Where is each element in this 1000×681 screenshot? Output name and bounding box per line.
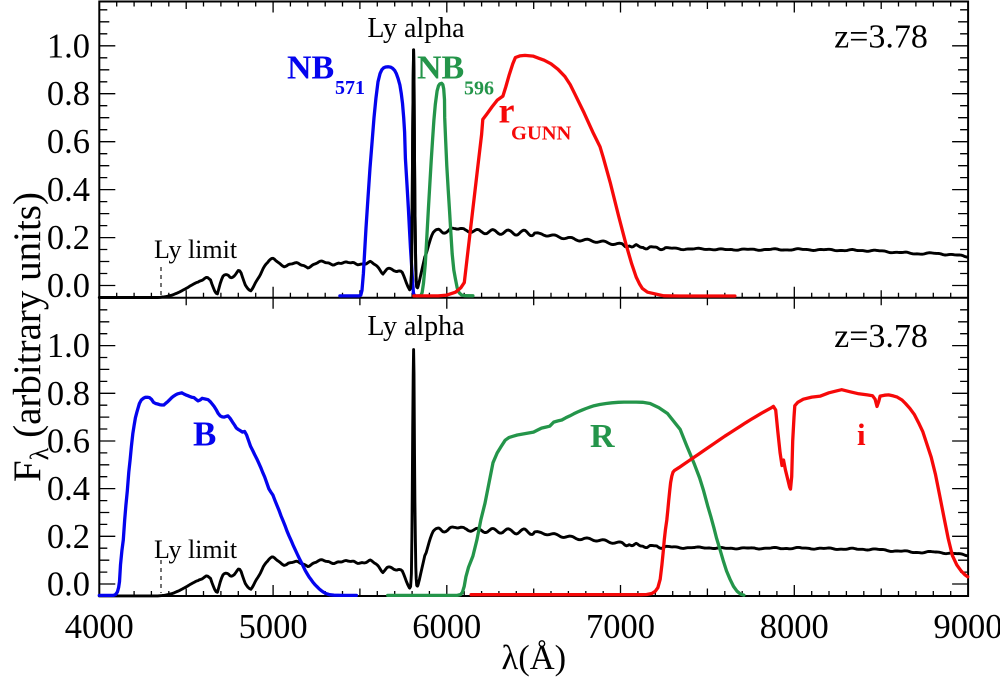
svg-text:NB: NB [417, 50, 464, 87]
svg-text:B: B [193, 415, 216, 454]
svg-text:0.0: 0.0 [47, 267, 90, 305]
svg-text:Ly limit: Ly limit [154, 535, 238, 564]
svg-text:r: r [499, 91, 515, 131]
svg-text:0.8: 0.8 [47, 75, 90, 113]
svg-text:Ly alpha: Ly alpha [367, 13, 465, 44]
svg-text:0.4: 0.4 [47, 171, 90, 209]
svg-text:0.2: 0.2 [47, 219, 90, 257]
svg-text:R: R [590, 418, 615, 455]
svg-text:NB: NB [287, 50, 334, 87]
svg-text:λ(Å): λ(Å) [501, 639, 566, 677]
svg-text:z=3.78: z=3.78 [834, 19, 928, 56]
svg-text:Fλ (arbitrary units): Fλ (arbitrary units) [6, 192, 54, 482]
svg-text:9000: 9000 [934, 608, 1000, 646]
svg-text:0.6: 0.6 [47, 423, 90, 461]
svg-text:Ly alpha: Ly alpha [367, 311, 465, 342]
svg-text:i: i [857, 417, 866, 452]
svg-text:8000: 8000 [760, 608, 829, 646]
svg-text:571: 571 [335, 77, 365, 99]
svg-text:z=3.78: z=3.78 [834, 318, 928, 355]
svg-text:0.4: 0.4 [47, 470, 90, 508]
svg-text:Ly limit: Ly limit [154, 235, 238, 264]
svg-text:1.0: 1.0 [47, 327, 90, 365]
svg-text:GUNN: GUNN [511, 123, 572, 145]
svg-text:0.8: 0.8 [47, 375, 90, 413]
svg-text:0.0: 0.0 [47, 566, 90, 604]
svg-text:0.2: 0.2 [47, 518, 90, 556]
svg-text:596: 596 [464, 78, 494, 100]
svg-text:0.6: 0.6 [47, 123, 90, 161]
svg-text:1.0: 1.0 [47, 27, 90, 65]
svg-text:6000: 6000 [412, 608, 481, 646]
svg-text:7000: 7000 [586, 608, 655, 646]
svg-text:5000: 5000 [239, 608, 308, 646]
svg-text:4000: 4000 [65, 608, 134, 646]
